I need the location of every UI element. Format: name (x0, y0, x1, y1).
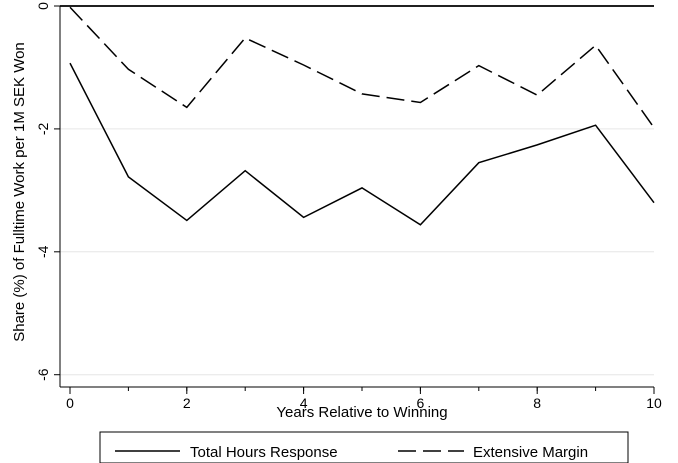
y-axis-label: Share (%) of Fulltime Work per 1M SEK Wo… (11, 42, 28, 342)
legend-label-extensive-margin: Extensive Margin (473, 444, 588, 461)
x-axis-ticks: 0 2 4 6 8 10 (66, 387, 662, 411)
y-tick-label: -4 (35, 245, 51, 258)
series-lines (69, 6, 655, 226)
x-tick-label: 10 (646, 395, 662, 411)
x-tick-label: 6 (417, 395, 425, 411)
series-line-extensive-margin (69, 6, 655, 129)
x-tick-label: 8 (533, 395, 541, 411)
series-line-total-hours-response (69, 62, 655, 226)
y-axis-ticks: 0 -2 -4 -6 (35, 2, 60, 381)
legend-box (99, 431, 629, 463)
y-tick-label: 0 (35, 2, 51, 10)
x-tick-label: 4 (300, 395, 308, 411)
x-tick-label: 0 (66, 395, 74, 411)
legend: Total Hours Response Extensive Margin (99, 431, 629, 463)
x-tick-label: 2 (183, 395, 191, 411)
legend-label-total-hours: Total Hours Response (190, 444, 338, 461)
y-tick-label: -2 (35, 122, 51, 135)
y-tick-label: -6 (35, 368, 51, 381)
x-axis-label: Years Relative to Winning (276, 404, 447, 421)
